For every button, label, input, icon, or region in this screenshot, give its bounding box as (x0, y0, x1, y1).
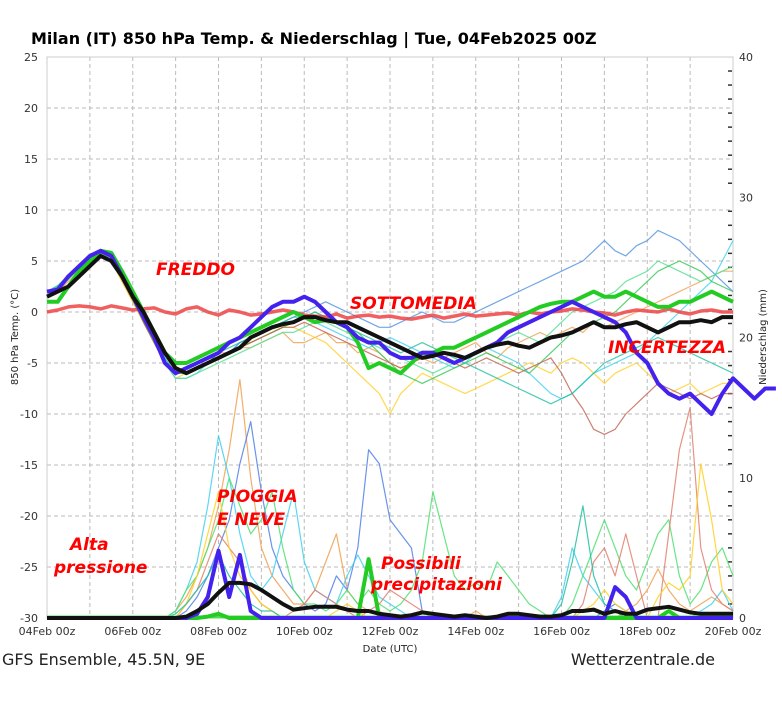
x-tick-label: 04Feb 00z (19, 625, 76, 638)
y-tick-label: -25 (20, 561, 38, 574)
x-tick-label: 12Feb 00z (362, 625, 419, 638)
x-tick-label: 10Feb 00z (276, 625, 333, 638)
y-tick-label: 25 (24, 51, 38, 64)
y-axis-right: 40 30 20 10 0 (728, 51, 753, 625)
annotation-pioggia: PIOGGIA (217, 487, 298, 507)
annotation-pressione: pressione (53, 558, 147, 578)
temp-line-ensemble-mean (46, 253, 733, 376)
y-tick-label: -30 (20, 612, 38, 625)
y2-tick-label: 0 (739, 612, 746, 625)
x-axis: 04Feb 00z 06Feb 00z 08Feb 00z 10Feb 00z 12Fe… (19, 625, 762, 638)
annotation-precipitazioni: precipitazioni (370, 575, 503, 595)
x-axis-label: Date (UTC) (363, 644, 418, 655)
y-tick-label: 5 (31, 255, 38, 268)
y-axis-left: 25 20 15 10 5 0 -5 -10 -15 -20 -25 -30 (20, 51, 38, 625)
temp-line-control (46, 248, 776, 416)
y2-tick-label: 30 (739, 191, 753, 204)
x-tick-label: 14Feb 00z (447, 625, 504, 638)
temp-line-climatology (46, 304, 733, 321)
y2-tick-label: 10 (739, 472, 753, 485)
x-tick-label: 06Feb 00z (104, 625, 161, 638)
annotation-e-neve: E NEVE (217, 510, 286, 530)
precip-line-ensemble-mean (47, 580, 733, 620)
annotation-freddo: FREDDO (156, 260, 235, 280)
y2-tick-label: 20 (739, 332, 753, 345)
y-tick-label: 15 (24, 153, 38, 166)
y-tick-label: 0 (31, 306, 38, 319)
annotation-possibili: Possibili (381, 554, 462, 574)
series-layer (46, 229, 776, 620)
x-tick-label: 20Feb 00z (705, 625, 762, 638)
y2-tick-label: 40 (739, 51, 753, 64)
y-tick-label: -5 (27, 357, 38, 370)
y-tick-label: 20 (24, 102, 38, 115)
y-tick-label: -15 (20, 459, 38, 472)
y-tick-label: -20 (20, 510, 38, 523)
footer-source: GFS Ensemble, 45.5N, 9E (2, 650, 205, 669)
x-tick-label: 18Feb 00z (619, 625, 676, 638)
y-axis-label: 850 hPa Temp. (°C) (10, 289, 21, 385)
x-tick-label: 16Feb 00z (533, 625, 590, 638)
annotation-incertezza: INCERTEZZA (608, 338, 726, 358)
x-tick-label: 08Feb 00z (190, 625, 247, 638)
annotation-sottomedia: SOTTOMEDIA (350, 294, 477, 314)
y2-axis-label: Niederschlag (mm) (758, 289, 769, 385)
footer-site: Wetterzentrale.de (571, 650, 715, 669)
y-tick-label: 10 (24, 204, 38, 217)
y-tick-label: -10 (20, 408, 38, 421)
chart-title: Milan (IT) 850 hPa Temp. & Niederschlag … (31, 29, 597, 49)
annotation-alta: Alta (68, 535, 109, 555)
